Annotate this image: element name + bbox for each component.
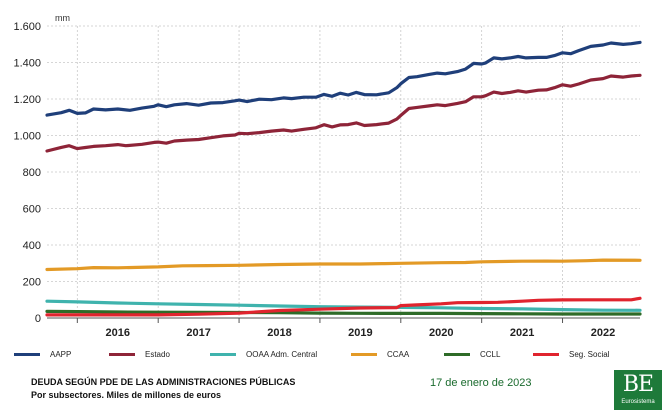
y-tick-label: 1.600 bbox=[13, 21, 41, 33]
series-line-ccll bbox=[45, 309, 642, 316]
y-tick-label: 400 bbox=[23, 240, 41, 252]
legend-swatch-ooaa bbox=[210, 352, 236, 356]
legend-swatch-seg-social bbox=[533, 352, 559, 356]
legend-item-estado: Estado bbox=[109, 347, 170, 361]
x-tick-label: 2019 bbox=[348, 327, 372, 339]
x-tick-label: 2017 bbox=[186, 327, 210, 339]
logo-mark: BE bbox=[622, 372, 654, 397]
y-tick-label: 200 bbox=[23, 277, 41, 289]
series-line-ccaa bbox=[45, 258, 642, 272]
legend-swatch-aapp bbox=[14, 352, 40, 356]
series-line-estado bbox=[45, 73, 642, 153]
x-tick-label: 2022 bbox=[591, 327, 615, 339]
y-axis-ticks: 0 200 400 600 800 1.000 1.200 1.400 1.600 bbox=[13, 21, 41, 325]
series-line-aapp bbox=[45, 40, 642, 117]
footer-subtitle: Por subsectores. Miles de millones de eu… bbox=[31, 390, 222, 400]
legend-label-ccll: CCLL bbox=[480, 349, 501, 359]
legend-item-ccaa: CCAA bbox=[351, 347, 409, 361]
legend-item-ccll: CCLL bbox=[444, 347, 500, 361]
legend-item-ooaa: OOAA Adm. Central bbox=[210, 347, 317, 361]
y-axis-unit-label: mm bbox=[55, 13, 70, 23]
legend-label-seg-social: Seg. Social bbox=[569, 349, 610, 359]
legend-swatch-ccll bbox=[444, 352, 470, 356]
series-line-seg-social bbox=[45, 296, 642, 317]
x-tick-label: 2021 bbox=[510, 327, 534, 339]
legend-swatch-estado bbox=[109, 352, 135, 356]
legend-label-ooaa: OOAA Adm. Central bbox=[246, 349, 318, 359]
y-tick-label: 1.400 bbox=[13, 58, 41, 70]
legend-label-aapp: AAPP bbox=[50, 349, 72, 359]
grid-lines bbox=[47, 25, 640, 319]
banco-de-espana-logo: BE Eurosistema bbox=[614, 370, 662, 410]
y-tick-label: 0 bbox=[35, 313, 41, 325]
series-lines bbox=[45, 40, 642, 317]
y-tick-label: 1.200 bbox=[13, 94, 41, 106]
y-tick-label: 600 bbox=[23, 204, 41, 216]
x-tick-label: 2018 bbox=[267, 327, 291, 339]
legend: AAPP Estado OOAA Adm. Central CCAA CCLL … bbox=[14, 347, 664, 361]
footer-date: 17 de enero de 2023 bbox=[430, 377, 532, 389]
x-tick-label: 2020 bbox=[429, 327, 453, 339]
footer-title: DEUDA SEGÚN PDE DE LAS ADMINISTRACIONES … bbox=[31, 377, 296, 387]
y-tick-label: 1.000 bbox=[13, 131, 41, 143]
series-line-ooaa-adm-central bbox=[45, 299, 642, 312]
logo-text: Eurosistema bbox=[621, 399, 655, 405]
x-tick-label: 2016 bbox=[106, 327, 130, 339]
x-axis: 2016 2017 2018 2019 2020 2021 2022 bbox=[47, 317, 640, 339]
y-tick-label: 800 bbox=[23, 167, 41, 179]
legend-item-seg-social: Seg. Social bbox=[533, 347, 609, 361]
legend-swatch-ccaa bbox=[351, 352, 377, 356]
legend-item-aapp: AAPP bbox=[14, 347, 71, 361]
legend-label-ccaa: CCAA bbox=[387, 349, 410, 359]
legend-label-estado: Estado bbox=[145, 349, 170, 359]
